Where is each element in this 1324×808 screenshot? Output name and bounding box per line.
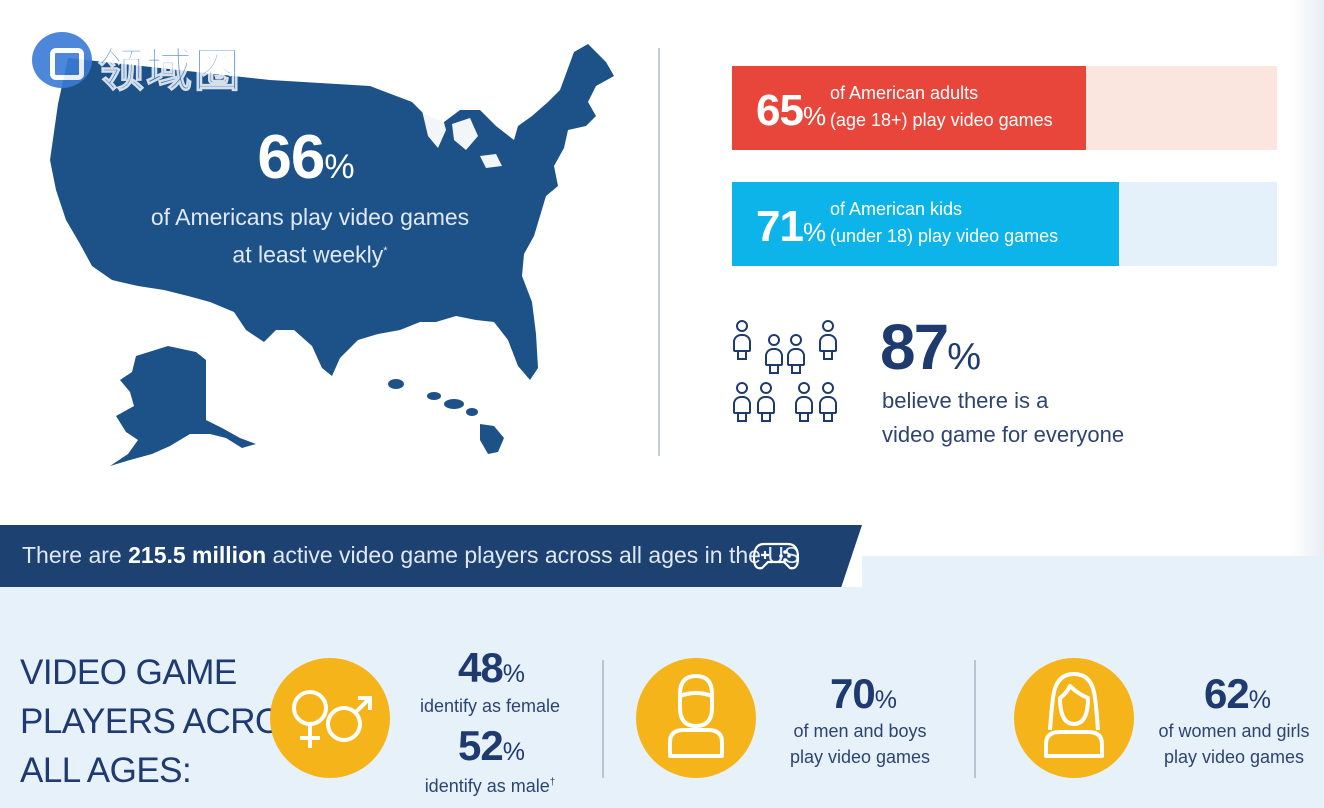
- players-title-line1: VIDEO GAME: [20, 653, 237, 692]
- men-value: 70%: [830, 670, 897, 718]
- kids-label-line2: (under 18) play video games: [830, 226, 1059, 246]
- person-icon: [786, 334, 805, 374]
- weekly-footnote-mark: *: [383, 245, 388, 257]
- kids-value: 71%: [756, 202, 826, 252]
- banner-text: There are 215.5 million active video gam…: [22, 542, 799, 569]
- weekly-players-unit: %: [324, 148, 355, 186]
- weekly-players-stat: 66%: [156, 122, 456, 193]
- person-icon: [764, 334, 783, 374]
- adults-label-line1: of American adults: [830, 83, 979, 103]
- women-unit: %: [1248, 686, 1271, 714]
- usa-map-icon: [50, 44, 614, 466]
- everyone-caption: believe there is a video game for everyo…: [882, 384, 1124, 452]
- men-caption: of men and boys play video games: [770, 718, 950, 770]
- banner-count: 215.5 million: [128, 542, 267, 568]
- kids-unit: %: [802, 217, 826, 247]
- female-number: 48: [458, 644, 504, 691]
- women-value: 62%: [1204, 670, 1271, 718]
- adults-stat-bar: 65% of American adults (age 18+) play vi…: [732, 66, 1277, 150]
- men-number: 70: [830, 670, 876, 717]
- person-icon: [756, 382, 775, 422]
- everyone-stat: 87%: [880, 310, 981, 384]
- female-value: 48%: [458, 644, 525, 692]
- kids-bar-fill: [732, 182, 1119, 266]
- adults-label: of American adults (age 18+) play video …: [830, 80, 1053, 134]
- kids-label: of American kids (under 18) play video g…: [830, 196, 1058, 250]
- person-icon: [818, 320, 837, 360]
- women-number: 62: [1204, 670, 1250, 717]
- gender-symbols-icon: [292, 690, 372, 748]
- watermark-logo-icon: [32, 32, 92, 88]
- usa-map: [40, 40, 640, 480]
- everyone-value: 87%: [880, 311, 981, 383]
- person-icon: [794, 382, 813, 422]
- women-line2: play video games: [1163, 747, 1305, 767]
- players-title-line3: ALL AGES:: [20, 751, 192, 790]
- weekly-caption-line1: of Americans play video games: [150, 204, 470, 230]
- person-icon: [732, 382, 751, 422]
- female-unit: %: [502, 660, 525, 688]
- banner-pre: There are: [22, 542, 129, 568]
- women-line1: of women and girls: [1158, 721, 1310, 741]
- everyone-line2: video game for everyone: [882, 422, 1125, 447]
- male-unit: %: [502, 738, 525, 766]
- adults-value: 65%: [756, 86, 826, 136]
- male-label: identify as male: [424, 776, 550, 796]
- man-icon: [668, 674, 724, 758]
- women-circle: [1014, 658, 1134, 778]
- everyone-number: 87: [880, 311, 949, 383]
- watermark-text: 领域圈: [98, 43, 242, 98]
- watermark: 领域圈: [30, 28, 280, 98]
- kids-bar-track: [1119, 182, 1277, 266]
- male-value: 52%: [458, 722, 525, 770]
- adults-bar-fill: [732, 66, 1086, 150]
- adults-number: 65: [756, 86, 804, 135]
- men-line1: of men and boys: [793, 721, 927, 741]
- bottom-band: [862, 556, 1324, 587]
- weekly-players-caption: of Americans play video games at least w…: [140, 200, 480, 272]
- everyone-unit: %: [947, 336, 981, 378]
- women-caption: of women and girls play video games: [1146, 718, 1322, 770]
- adults-label-line2: (age 18+) play video games: [830, 110, 1053, 130]
- adults-unit: %: [802, 101, 826, 131]
- weekly-players-value: 66: [257, 123, 325, 192]
- person-icon: [732, 320, 751, 360]
- kids-stat-bar: 71% of American kids (under 18) play vid…: [732, 182, 1277, 266]
- bottom-divider: [974, 660, 976, 778]
- woman-icon: [1044, 672, 1104, 758]
- gender-circle: [270, 658, 390, 778]
- kids-label-line1: of American kids: [830, 199, 963, 219]
- male-label-wrap: identify as male†: [400, 770, 580, 799]
- men-unit: %: [874, 686, 897, 714]
- male-footnote-mark: †: [549, 777, 556, 788]
- adults-bar-track: [1086, 66, 1277, 150]
- banner-post: active video game players across all age…: [266, 542, 800, 568]
- kids-number: 71: [756, 202, 804, 251]
- person-icon: [818, 382, 837, 422]
- men-circle: [636, 658, 756, 778]
- bottom-divider: [602, 660, 604, 778]
- weekly-caption-line2: at least weekly: [232, 241, 384, 268]
- gamepad-icon: [752, 542, 800, 570]
- everyone-line1: believe there is a: [882, 388, 1049, 413]
- players-banner: There are 215.5 million active video gam…: [0, 525, 862, 587]
- men-line2: play video games: [789, 747, 931, 767]
- male-number: 52: [458, 722, 504, 769]
- vertical-divider: [658, 48, 660, 456]
- weekly-caption-line2-wrap: at least weekly*: [140, 234, 480, 272]
- people-group-icon: [728, 318, 844, 428]
- female-label: identify as female: [419, 696, 561, 716]
